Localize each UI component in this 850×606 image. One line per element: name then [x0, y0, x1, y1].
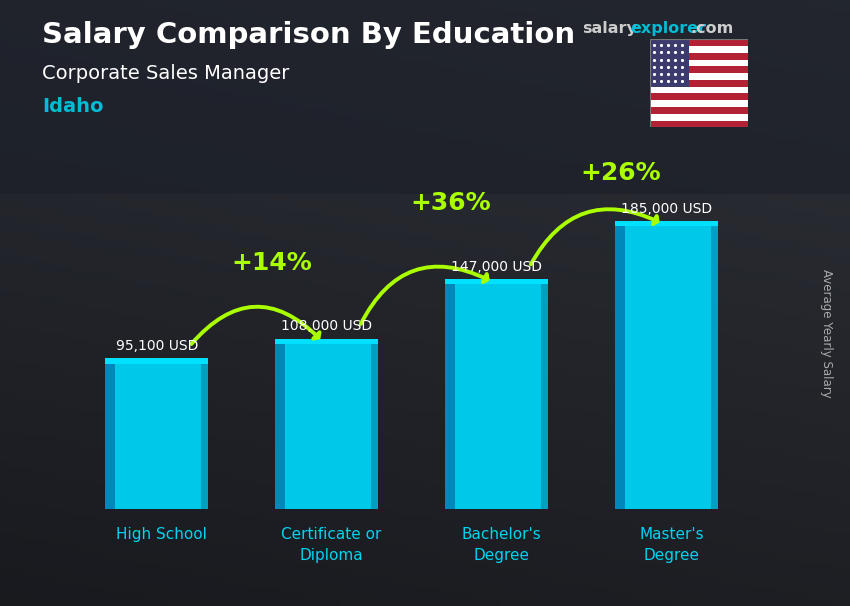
Text: 108,000 USD: 108,000 USD	[281, 319, 372, 333]
Bar	[650, 39, 748, 46]
FancyArrowPatch shape	[360, 267, 488, 324]
Bar	[615, 221, 718, 226]
Bar	[650, 73, 748, 80]
Bar	[650, 121, 748, 127]
Text: Master's
Degree: Master's Degree	[639, 527, 704, 562]
Bar	[615, 226, 625, 509]
Bar	[105, 358, 208, 364]
Bar	[625, 226, 718, 509]
Text: Salary Comparison By Education: Salary Comparison By Education	[42, 21, 575, 49]
Bar	[650, 114, 748, 121]
Text: .com: .com	[690, 21, 734, 36]
Text: 185,000 USD: 185,000 USD	[621, 202, 712, 216]
Text: Bachelor's
Degree: Bachelor's Degree	[462, 527, 541, 562]
Bar	[445, 284, 455, 509]
Text: Certificate or
Diploma: Certificate or Diploma	[281, 527, 382, 562]
Text: salary: salary	[582, 21, 638, 36]
Bar	[650, 39, 689, 87]
Bar	[455, 284, 548, 509]
Bar	[445, 279, 548, 284]
Bar	[650, 59, 748, 67]
FancyArrowPatch shape	[191, 307, 320, 344]
Bar	[711, 226, 718, 509]
Bar	[0, 0, 850, 194]
Text: +14%: +14%	[231, 251, 312, 275]
Bar	[105, 364, 115, 509]
Bar	[650, 100, 748, 107]
Text: High School: High School	[116, 527, 207, 542]
Bar	[650, 46, 748, 53]
Bar	[285, 344, 378, 509]
Bar	[650, 107, 748, 114]
FancyArrowPatch shape	[531, 209, 658, 264]
Text: Corporate Sales Manager: Corporate Sales Manager	[42, 64, 290, 82]
Bar	[650, 80, 748, 87]
Bar	[371, 344, 378, 509]
Bar	[650, 53, 748, 59]
Bar	[275, 339, 378, 344]
Text: explorer: explorer	[631, 21, 707, 36]
Text: +36%: +36%	[411, 191, 490, 215]
Bar	[650, 93, 748, 100]
Text: Average Yearly Salary: Average Yearly Salary	[819, 269, 833, 398]
Bar	[201, 364, 208, 509]
Bar	[650, 87, 748, 93]
Text: 95,100 USD: 95,100 USD	[116, 339, 198, 353]
Bar	[275, 344, 285, 509]
Text: Idaho: Idaho	[42, 97, 104, 116]
Text: 147,000 USD: 147,000 USD	[451, 260, 542, 274]
Bar	[650, 67, 748, 73]
Text: +26%: +26%	[581, 161, 660, 185]
Bar	[115, 364, 208, 509]
Bar	[541, 284, 548, 509]
